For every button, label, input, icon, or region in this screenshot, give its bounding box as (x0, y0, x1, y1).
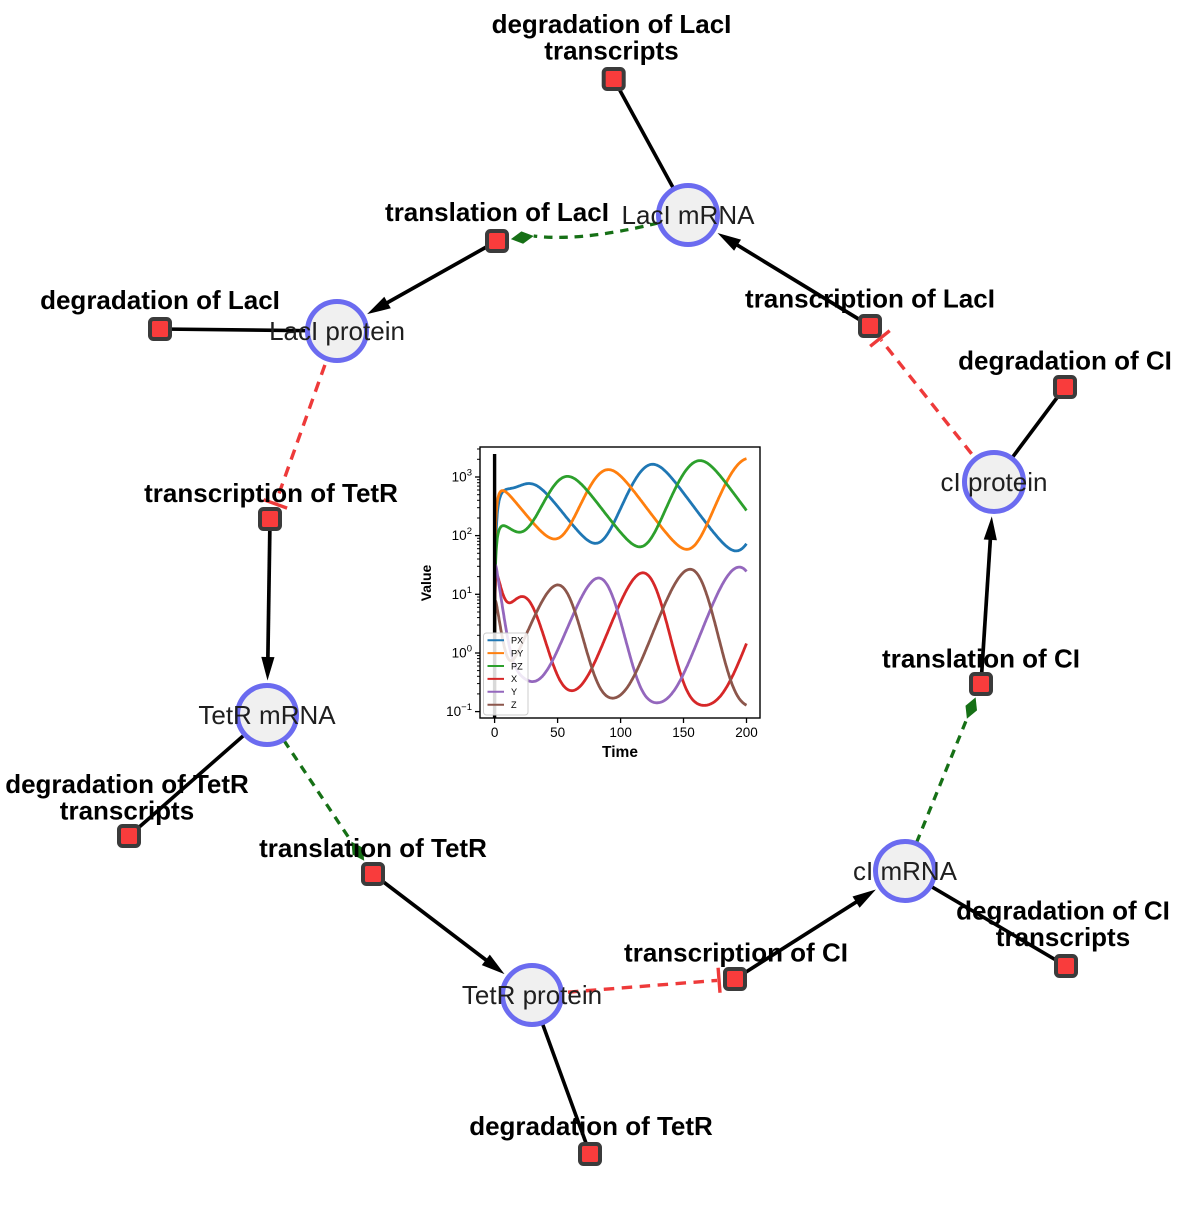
svg-text:50: 50 (550, 725, 565, 740)
svg-text:Y: Y (511, 687, 517, 697)
svg-text:translation of CI: translation of CI (882, 644, 1080, 674)
svg-text:transcription of LacI: transcription of LacI (745, 284, 995, 314)
svg-text:PX: PX (511, 636, 523, 646)
svg-text:LacI mRNA: LacI mRNA (622, 200, 756, 230)
svg-text:cI mRNA: cI mRNA (853, 856, 958, 886)
svg-text:degradation of TetR: degradation of TetR (469, 1111, 713, 1141)
svg-text:PZ: PZ (511, 661, 523, 671)
svg-text:transcripts: transcripts (544, 36, 678, 66)
svg-text:cI protein: cI protein (941, 467, 1048, 497)
svg-text:TetR mRNA: TetR mRNA (198, 700, 336, 730)
svg-text:0: 0 (491, 725, 499, 740)
svg-text:100: 100 (609, 725, 632, 740)
svg-text:transcription of TetR: transcription of TetR (144, 478, 398, 508)
svg-text:degradation of LacI: degradation of LacI (40, 285, 280, 315)
svg-text:Z: Z (511, 700, 517, 710)
svg-text:transcripts: transcripts (996, 922, 1130, 952)
svg-text:TetR protein: TetR protein (462, 980, 602, 1010)
svg-text:Value: Value (418, 565, 434, 602)
svg-text:Time: Time (602, 744, 638, 761)
svg-text:X: X (511, 674, 517, 684)
svg-text:translation of TetR: translation of TetR (259, 833, 487, 863)
svg-text:transcription of CI: transcription of CI (624, 938, 848, 968)
svg-text:PY: PY (511, 648, 523, 658)
svg-text:degradation of LacI: degradation of LacI (492, 9, 732, 39)
svg-text:degradation of CI: degradation of CI (958, 346, 1172, 376)
svg-text:degradation of CI: degradation of CI (956, 896, 1170, 926)
svg-text:150: 150 (672, 725, 695, 740)
svg-text:LacI protein: LacI protein (269, 316, 405, 346)
svg-text:transcripts: transcripts (60, 796, 194, 826)
svg-text:200: 200 (735, 725, 758, 740)
svg-text:degradation of TetR: degradation of TetR (5, 769, 249, 799)
svg-text:translation of LacI: translation of LacI (385, 197, 609, 227)
